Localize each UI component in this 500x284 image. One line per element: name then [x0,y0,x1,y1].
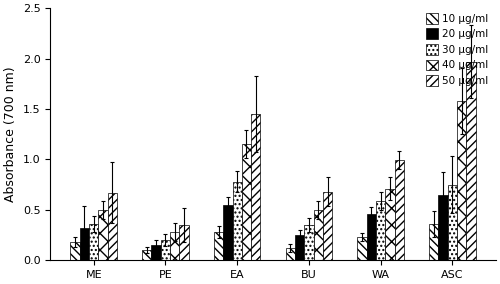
Bar [180,225,189,260]
Y-axis label: Absorbance (700 nm): Absorbance (700 nm) [4,66,17,202]
Bar [394,160,404,260]
Bar [314,210,323,260]
Bar [251,114,260,260]
Bar [358,237,366,260]
Bar [142,250,152,260]
Bar [223,205,232,260]
Bar [448,185,457,260]
Bar [170,232,179,260]
Bar [323,192,332,260]
Bar [429,224,438,260]
Bar [98,210,108,260]
Bar [366,214,376,260]
Bar [385,189,394,260]
Bar [161,240,170,260]
Bar [457,101,466,260]
Bar [80,228,89,260]
Bar [376,201,385,260]
Bar [70,242,80,260]
Bar [286,248,295,260]
Bar [108,193,117,260]
Legend: 10 μg/ml, 20 μg/ml, 30 μg/ml, 40 μg/ml, 50 μg/ml: 10 μg/ml, 20 μg/ml, 30 μg/ml, 40 μg/ml, … [424,11,490,88]
Bar [242,144,251,260]
Bar [304,225,314,260]
Bar [152,245,161,260]
Bar [295,235,304,260]
Bar [466,62,475,260]
Bar [89,224,99,260]
Bar [438,195,448,260]
Bar [214,232,223,260]
Bar [232,181,242,260]
